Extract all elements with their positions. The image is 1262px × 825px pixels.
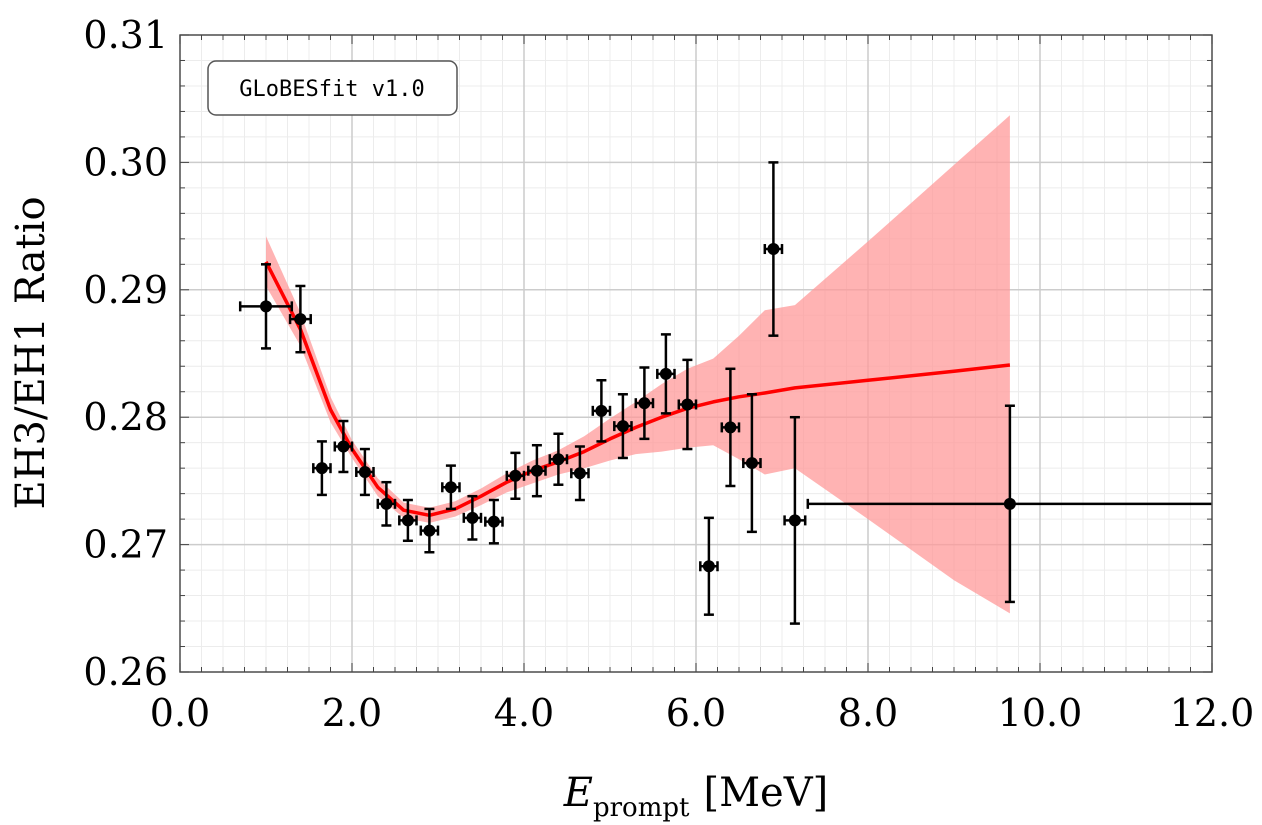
data-point (355, 447, 375, 497)
y-tick-label: 0.28 (83, 395, 168, 439)
data-point (699, 516, 719, 616)
data-marker (294, 313, 307, 326)
data-point (419, 507, 440, 554)
data-marker (423, 524, 436, 537)
data-marker (358, 465, 371, 478)
y-tick-label: 0.29 (83, 268, 168, 312)
data-marker (745, 457, 758, 470)
y-tick-label: 0.27 (83, 523, 168, 567)
data-point (783, 415, 807, 625)
data-marker (260, 300, 272, 313)
data-point (527, 443, 547, 498)
data-point (634, 366, 655, 441)
data-marker (702, 560, 715, 573)
data-marker (1003, 497, 1016, 510)
x-axis-label-sub: prompt (593, 793, 690, 823)
data-point (677, 358, 698, 451)
fit-band-area (266, 115, 1010, 614)
data-point (742, 393, 762, 534)
data-point (548, 432, 569, 486)
x-axis-label: Eprompt [MeV] (563, 770, 828, 823)
data-marker (724, 421, 737, 434)
data-marker (595, 404, 608, 417)
data-marker (530, 464, 543, 477)
data-marker (380, 497, 393, 510)
y-tick-label: 0.30 (83, 140, 168, 184)
data-point (312, 440, 332, 497)
data-marker (315, 462, 328, 475)
x-axis-label-main: E (563, 770, 593, 816)
data-marker (466, 511, 479, 524)
data-marker (659, 367, 672, 380)
data-point (591, 379, 612, 443)
data-point (570, 445, 590, 502)
data-marker (767, 243, 780, 256)
data-marker (401, 514, 414, 527)
data-marker (616, 420, 629, 433)
annotation-text: GLoBESfit v1.0 (239, 77, 424, 102)
data-marker (487, 515, 500, 528)
data-point (462, 494, 483, 541)
y-tick-label: 0.26 (83, 650, 168, 694)
data-point (398, 498, 418, 543)
data-point (441, 464, 461, 511)
data-points (238, 161, 1212, 625)
data-point (763, 161, 784, 337)
data-marker (337, 440, 350, 453)
data-point (376, 480, 397, 527)
data-point (806, 404, 1212, 604)
x-tick-label: 12.0 (1170, 691, 1255, 735)
data-marker (444, 481, 457, 494)
data-point (505, 451, 526, 500)
annotation-box: GLoBESfit v1.0 (207, 60, 458, 116)
fit-band (266, 115, 1010, 614)
data-point (238, 263, 294, 350)
data-marker (552, 453, 565, 466)
data-point (613, 393, 633, 460)
y-axis-label: EH3/EH1 Ratio (8, 196, 54, 509)
data-point (333, 419, 354, 474)
data-marker (573, 467, 586, 480)
data-marker (509, 469, 522, 482)
data-point (720, 367, 741, 488)
data-marker (681, 398, 694, 411)
x-tick-label: 4.0 (494, 691, 554, 735)
x-tick-label: 10.0 (998, 691, 1083, 735)
fit-line-path (264, 261, 1011, 518)
x-axis-label-unit: [MeV] (703, 770, 828, 816)
x-tick-label: 8.0 (838, 691, 898, 735)
data-point (484, 498, 504, 545)
x-tick-label: 6.0 (666, 691, 726, 735)
data-point (288, 284, 312, 354)
y-tick-label: 0.31 (83, 13, 168, 57)
x-tick-label: 2.0 (322, 691, 382, 735)
data-marker (788, 514, 801, 527)
x-tick-label: 0.0 (150, 691, 210, 735)
data-point (656, 333, 676, 415)
axis-ticks: 0.0 2.0 4.0 6.0 8.0 10.0 12.0 0.26 0.27 0.28 0.29 0… (83, 13, 1254, 735)
data-marker (638, 397, 651, 410)
fit-line (264, 261, 1011, 518)
